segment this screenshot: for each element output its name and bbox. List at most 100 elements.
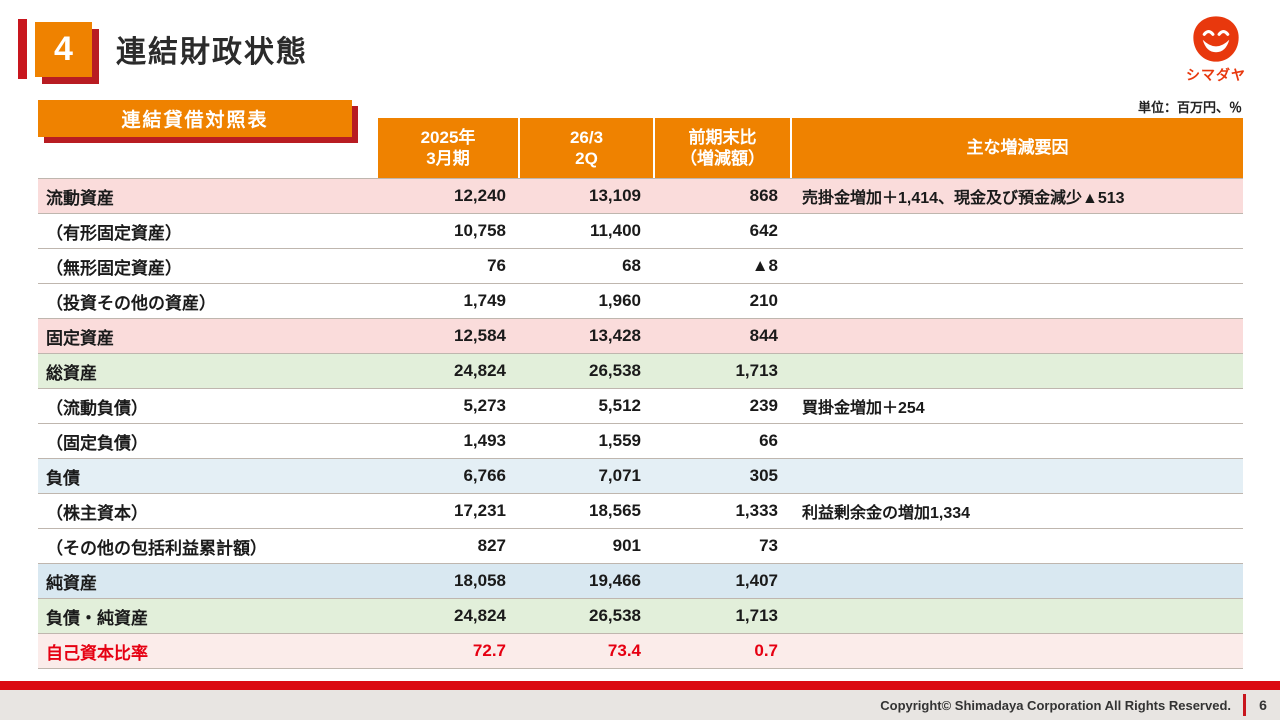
col-header-line: 26/3	[569, 127, 604, 147]
value-fy2025: 24,824	[454, 361, 506, 380]
col-header-line: 3月期	[426, 149, 470, 168]
row-note	[790, 564, 1243, 598]
value-diff: 210	[749, 291, 778, 310]
col-header-line: 前期末比	[688, 127, 757, 147]
table-row: （有形固定資産） 10,758 11,400 642	[38, 214, 1243, 249]
header-accent-bar	[18, 19, 27, 79]
row-label: 負債・純資産	[46, 608, 148, 628]
table-row: （固定負債） 1,493 1,559 66	[38, 424, 1243, 459]
table-header: 2025年 3月期 26/3 2Q 前期末比 （増減額） 主な増減要因	[38, 118, 1243, 178]
company-logo: シマダヤ	[1186, 14, 1260, 85]
row-label: 固定資産	[46, 328, 114, 348]
logo-mark-icon	[1193, 15, 1239, 62]
row-label: 純資産	[46, 573, 97, 593]
section-number-box: 4	[35, 21, 92, 77]
value-2q: 26,538	[589, 606, 641, 625]
slide-header: 4 連結財政状態 シマダヤ	[18, 10, 1260, 88]
row-note: 利益剰余金の増加1,334	[802, 505, 971, 522]
value-diff: 642	[749, 221, 778, 240]
col-header-diff: 前期末比 （増減額）	[653, 118, 790, 178]
page-number: 6	[1259, 697, 1267, 713]
footer: Copyright© Shimadaya Corporation All Rig…	[0, 681, 1280, 720]
value-diff: 73	[759, 536, 778, 555]
copyright-text: Copyright© Shimadaya Corporation All Rig…	[880, 697, 1231, 713]
table-row: 負債 6,766 7,071 305	[38, 459, 1243, 494]
table-row: 負債・純資産 24,824 26,538 1,713	[38, 599, 1243, 634]
value-diff: 1,713	[735, 606, 778, 625]
col-header-fy2025: 2025年 3月期	[378, 118, 518, 178]
table-row: 純資産 18,058 19,466 1,407	[38, 564, 1243, 599]
row-note	[790, 459, 1243, 493]
value-fy2025: 1,749	[463, 291, 506, 310]
value-diff: 868	[749, 186, 778, 205]
value-diff: 0.7	[754, 641, 778, 660]
row-label: （有形固定資産）	[46, 223, 182, 243]
row-note	[790, 424, 1243, 458]
row-label: （固定負債）	[46, 433, 148, 453]
unit-label: 単位：百万円、％	[1137, 100, 1242, 115]
row-label: 負債	[46, 468, 80, 488]
value-diff: 239	[749, 396, 778, 415]
col-header-2q: 26/3 2Q	[518, 118, 653, 178]
balance-sheet-table: 2025年 3月期 26/3 2Q 前期末比 （増減額） 主な増減要因 流動資産…	[38, 118, 1243, 669]
value-fy2025: 12,584	[454, 326, 506, 345]
row-label: （その他の包括利益累計額）	[46, 538, 267, 558]
col-header-factors: 主な増減要因	[790, 118, 1243, 178]
value-diff: 1,713	[735, 361, 778, 380]
table-row: 自己資本比率 72.7 73.4 0.7	[38, 634, 1243, 669]
footer-red-bar	[0, 681, 1280, 690]
col-header-line: 2025年	[420, 127, 476, 147]
value-fy2025: 1,493	[463, 431, 506, 450]
value-fy2025: 76	[487, 256, 506, 275]
row-label: （流動負債）	[46, 398, 148, 418]
footer-strip: Copyright© Shimadaya Corporation All Rig…	[0, 690, 1280, 720]
page-divider	[1243, 694, 1246, 716]
row-label: （投資その他の資産）	[46, 293, 216, 313]
value-2q: 1,960	[598, 291, 641, 310]
row-label: （株主資本）	[46, 503, 148, 523]
table-body: 流動資産 12,240 13,109 868 売掛金増加＋1,414、現金及び預金減少▲…	[38, 178, 1243, 669]
value-2q: 11,400	[589, 221, 641, 240]
table-title-badge: 連結貸借対照表	[38, 100, 352, 137]
row-label: 流動資産	[46, 188, 114, 208]
value-diff: 1,407	[735, 571, 778, 590]
row-label: （無形固定資産）	[46, 258, 182, 278]
row-note	[790, 634, 1243, 668]
value-diff: 1,333	[735, 501, 778, 520]
table-row: （無形固定資産） 76 68 ▲8	[38, 249, 1243, 284]
col-header-line: 2Q	[575, 149, 598, 168]
value-2q: 68	[622, 256, 641, 275]
value-2q: 901	[612, 536, 641, 555]
table-row: （流動負債） 5,273 5,512 239 買掛金増加＋254	[38, 389, 1243, 424]
row-note	[790, 529, 1243, 563]
table-row: 固定資産 12,584 13,428 844	[38, 319, 1243, 354]
row-note: 買掛金増加＋254	[802, 400, 925, 417]
value-diff: 66	[759, 431, 778, 450]
row-label: 総資産	[46, 363, 97, 383]
row-label: 自己資本比率	[46, 643, 148, 663]
value-fy2025: 6,766	[463, 466, 506, 485]
row-note: 売掛金増加＋1,414、現金及び預金減少▲513	[802, 190, 1125, 207]
row-note	[790, 249, 1243, 283]
value-2q: 18,565	[589, 501, 641, 520]
table-row: 総資産 24,824 26,538 1,713	[38, 354, 1243, 389]
value-2q: 13,428	[589, 326, 641, 345]
value-diff: 844	[749, 326, 778, 345]
row-note	[790, 284, 1243, 318]
value-2q: 26,538	[589, 361, 641, 380]
row-note	[790, 599, 1243, 633]
row-note	[790, 319, 1243, 353]
value-2q: 5,512	[598, 396, 641, 415]
logo-text: シマダヤ	[1186, 66, 1246, 83]
row-note	[790, 214, 1243, 248]
table-row: （株主資本） 17,231 18,565 1,333 利益剰余金の増加1,334	[38, 494, 1243, 529]
value-2q: 19,466	[589, 571, 641, 590]
value-fy2025: 18,058	[454, 571, 506, 590]
section-number: 4	[54, 29, 73, 68]
row-note	[790, 354, 1243, 388]
value-fy2025: 5,273	[463, 396, 506, 415]
header-spacer-cell	[38, 118, 378, 178]
value-fy2025: 12,240	[454, 186, 506, 205]
value-fy2025: 72.7	[472, 641, 506, 660]
